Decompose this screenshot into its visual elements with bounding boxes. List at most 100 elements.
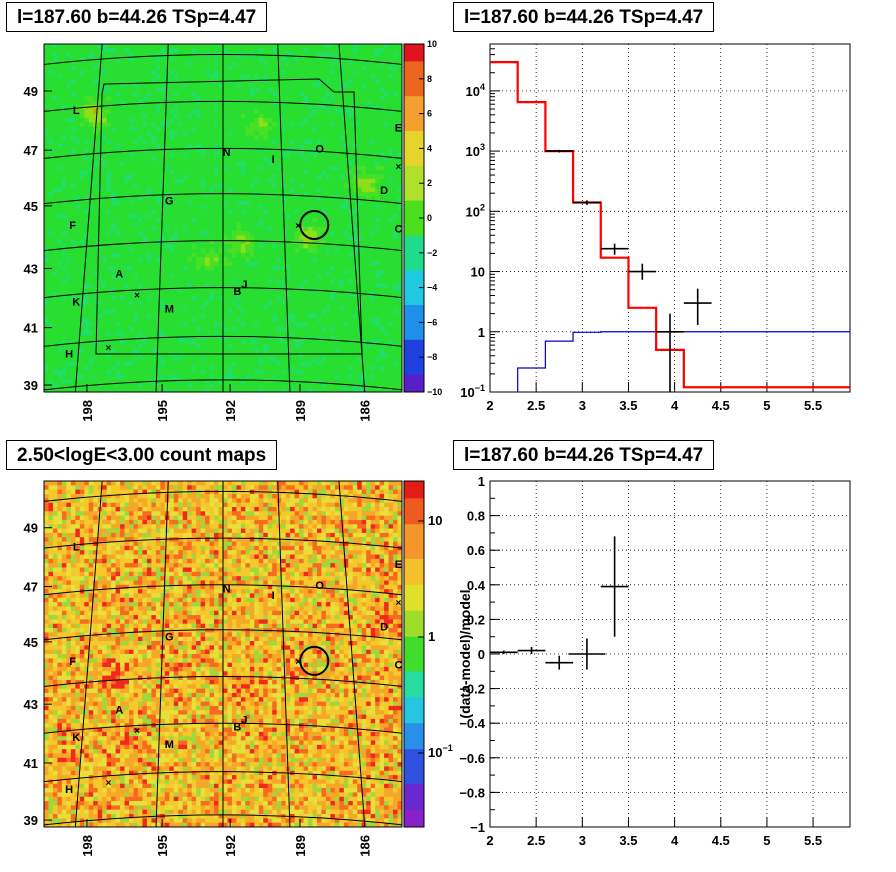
tsmap-pixel	[254, 152, 260, 158]
tsmap-pixel	[218, 209, 224, 215]
tsmap-pixel	[75, 87, 81, 93]
tsmap-pixel	[308, 331, 313, 336]
tsmap-pixel	[137, 322, 143, 328]
tsmap-pixel	[258, 222, 264, 228]
tsmap-pixel	[97, 113, 103, 119]
tsmap-pixel	[182, 135, 188, 141]
tsmap-pixel	[155, 270, 161, 275]
tsmap-pixel	[200, 65, 206, 71]
tsmap-pixel	[312, 109, 318, 114]
tsmap-pixel	[44, 65, 49, 71]
tsmap-pixel	[200, 348, 206, 354]
tsmap-pixel	[146, 126, 152, 132]
tsmap-pixel	[151, 226, 157, 232]
tsmap-pixel	[106, 309, 112, 315]
tsmap-pixel	[79, 326, 85, 332]
tsmap-pixel	[281, 122, 287, 128]
tsmap-pixel	[308, 309, 313, 315]
tsmap-pixel	[312, 313, 318, 319]
tsmap-pixel	[191, 104, 197, 110]
tsmap-pixel	[240, 378, 246, 384]
tsmap-pixel	[164, 196, 170, 201]
tsmap-pixel	[66, 104, 72, 110]
tsmap-pixel	[321, 144, 327, 149]
tsmap-pixel	[205, 174, 210, 180]
tsmap-pixel	[151, 322, 157, 328]
tsmap-pixel	[111, 204, 116, 210]
tsmap-pixel	[88, 144, 94, 149]
tsmap-pixel	[312, 248, 318, 254]
tsmap-pixel	[160, 174, 166, 180]
tsmap-pixel	[223, 226, 228, 232]
tsmap-pixel	[236, 291, 242, 297]
tsmap-pixel	[88, 322, 94, 328]
tsmap-pixel	[218, 74, 224, 80]
tsmap-pixel	[321, 204, 327, 210]
tsmap-pixel	[299, 296, 304, 302]
tsmap-pixel	[218, 278, 224, 284]
tsmap-pixel	[182, 318, 188, 323]
tsmap-pixel	[66, 213, 72, 219]
tsmap-pixel	[79, 261, 85, 267]
tsmap-pixel	[205, 331, 210, 336]
tsmap-pixel	[52, 252, 58, 258]
tsmap-pixel	[223, 239, 228, 245]
tsmap-pixel	[115, 283, 121, 288]
tsmap-pixel	[106, 170, 112, 175]
tsmap-pixel	[321, 117, 327, 123]
tsmap-pixel	[263, 48, 269, 54]
tsmap-pixel	[316, 257, 322, 262]
tsmap-pixel	[57, 305, 63, 310]
tsmap-pixel	[240, 139, 246, 145]
tsmap-pixel	[290, 83, 295, 88]
tsmap-pixel	[236, 200, 242, 206]
tsmap-pixel	[120, 235, 125, 241]
tsmap-pixel	[303, 200, 309, 206]
tsmap-pixel	[290, 187, 295, 193]
tsmap-pixel	[258, 131, 264, 136]
tsmap-pixel	[79, 352, 85, 358]
tsmap-pixel	[254, 326, 260, 332]
tsmap-pixel	[164, 383, 170, 389]
tsmap-pixel	[178, 244, 184, 249]
tsmap-pixel	[111, 74, 116, 80]
tsmap-pixel	[160, 235, 166, 241]
tsmap-pixel	[236, 148, 242, 154]
tsmap-pixel	[151, 161, 157, 167]
tsmap-pixel	[182, 204, 188, 210]
tsmap-pixel	[61, 265, 67, 271]
tsmap-pixel	[137, 113, 143, 119]
tsmap-pixel	[227, 148, 233, 154]
tsmap-pixel	[223, 265, 228, 271]
tsmap-pixel	[245, 287, 251, 293]
tsmap-pixel	[178, 74, 184, 80]
tsmap-pixel	[267, 148, 273, 154]
tsmap-pixel	[254, 374, 260, 380]
tsmap-pixel	[236, 44, 242, 49]
tsmap-pixel	[102, 231, 108, 236]
tsmap-pixel	[290, 313, 295, 319]
tsmap-pixel	[231, 335, 237, 341]
tsmap-pixel	[70, 213, 76, 219]
tsmap-pixel	[111, 139, 116, 145]
tsmap-pixel	[272, 365, 278, 371]
tsmap-pixel	[75, 261, 81, 267]
tsmap-pixel	[240, 148, 246, 154]
tsmap-pixel	[267, 165, 273, 171]
tsmap-pixel	[57, 61, 63, 67]
tsmap-pixel	[267, 170, 273, 175]
tsmap-pixel	[303, 309, 309, 315]
tsmap-pixel	[187, 117, 193, 123]
tsmap-pixel	[102, 148, 108, 154]
tsmap-pixel	[223, 109, 228, 114]
tsmap-pixel	[285, 83, 291, 88]
tsmap-pixel	[52, 265, 58, 271]
tsmap-pixel	[290, 174, 295, 180]
tsmap-pixel	[254, 296, 260, 302]
tsmap-pixel	[290, 226, 295, 232]
tsmap-pixel	[146, 57, 152, 62]
tsmap-pixel	[129, 96, 134, 101]
tsmap-pixel	[142, 83, 148, 88]
tsmap-pixel	[321, 170, 327, 175]
tsmap-pixel	[155, 235, 161, 241]
